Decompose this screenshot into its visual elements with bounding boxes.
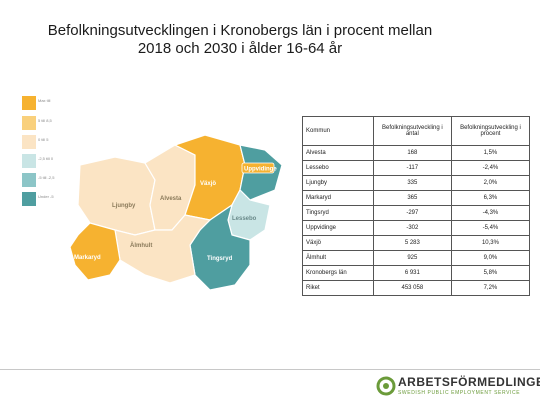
municipality-almhult[interactable] — [114, 214, 212, 284]
cell-count: -117 — [372, 160, 452, 176]
column-header-count: Befolkningsutveckling i antal — [372, 116, 452, 146]
legend-item: 5 till 8,5 — [22, 116, 72, 130]
table-row: Älmhult 925 9,0% — [302, 250, 531, 266]
cell-percent: 1,5% — [450, 145, 531, 161]
table-row: Riket 453 058 7,2% — [302, 280, 531, 296]
table-row: Uppvidinge -302 -5,4% — [302, 220, 531, 236]
map-label: Markaryd — [74, 255, 101, 261]
legend-item: Max till — [22, 96, 72, 110]
cell-percent: 5,8% — [450, 265, 531, 281]
cell-municipality: Alvesta — [302, 145, 374, 161]
cell-percent: -4,3% — [450, 205, 531, 221]
table-row: Kronobergs län 6 931 5,8% — [302, 265, 531, 281]
cell-percent: -2,4% — [450, 160, 531, 176]
legend-swatch — [22, 192, 36, 206]
table-row: Ljungby 335 2,0% — [302, 175, 531, 191]
cell-municipality: Lessebo — [302, 160, 374, 176]
region-map: Ljungby Alvesta Växjö Uppvidinge Lessebo… — [69, 135, 283, 291]
map-label: Uppvidinge — [244, 167, 277, 173]
cell-percent: 9,0% — [450, 250, 531, 266]
cell-count: 925 — [372, 250, 452, 266]
population-table: Kommun Befolkningsutveckling i antal Bef… — [302, 116, 531, 296]
legend-label: 0 till 5 — [38, 137, 49, 142]
legend-label: -2,5 till 0 — [38, 156, 54, 161]
legend-swatch — [22, 154, 36, 168]
cell-municipality: Uppvidinge — [302, 220, 374, 236]
logo-name: ARBETSFÖRMEDLINGEN — [398, 375, 540, 389]
map-label: Alvesta — [160, 196, 182, 202]
municipality-markaryd[interactable] — [69, 222, 121, 281]
cell-count: -302 — [372, 220, 452, 236]
logo-icon — [376, 376, 396, 396]
cell-municipality: Tingsryd — [302, 205, 374, 221]
table-row: Tingsryd -297 -4,3% — [302, 205, 531, 221]
logo-subtitle: SWEDISH PUBLIC EMPLOYMENT SERVICE — [398, 390, 521, 396]
footer-divider — [0, 369, 540, 370]
legend-item: 0 till 5 — [22, 135, 72, 149]
legend-label: -5 till -2,5 — [38, 175, 55, 180]
cell-count: 168 — [372, 145, 452, 161]
legend-item: -5 till -2,5 — [22, 173, 72, 187]
table-body: Alvesta 168 1,5% Lessebo -117 -2,4% Ljungby 335… — [302, 145, 531, 296]
legend-label: Max till — [38, 98, 51, 103]
map-label: Tingsryd — [207, 256, 233, 262]
cell-count: 6 931 — [372, 265, 452, 281]
cell-count: -297 — [372, 205, 452, 221]
legend-swatch — [22, 135, 36, 149]
table-header-row: Kommun Befolkningsutveckling i antal Bef… — [302, 116, 531, 146]
legend-label: Under -5 — [38, 194, 54, 199]
map-label: Ljungby — [112, 203, 136, 209]
column-header-municipality: Kommun — [302, 116, 374, 146]
cell-percent: 6,3% — [450, 190, 531, 206]
map-label: Växjö — [200, 181, 216, 187]
cell-municipality: Kronobergs län — [302, 265, 374, 281]
table-row: Alvesta 168 1,5% — [302, 145, 531, 161]
cell-count: 5 283 — [372, 235, 452, 251]
cell-count: 365 — [372, 190, 452, 206]
arbetsformedlingen-logo: ARBETSFÖRMEDLINGEN SWEDISH PUBLIC EMPLOY… — [376, 374, 540, 400]
cell-municipality: Ljungby — [302, 175, 374, 191]
uppvidinge-label-box — [241, 162, 275, 174]
map-label: Lessebo — [232, 216, 257, 222]
cell-percent: 2,0% — [450, 175, 531, 191]
cell-percent: 10,3% — [450, 235, 531, 251]
table-row: Växjö 5 283 10,3% — [302, 235, 531, 251]
cell-percent: 7,2% — [450, 280, 531, 296]
legend-item: -2,5 till 0 — [22, 154, 72, 168]
cell-percent: -5,4% — [450, 220, 531, 236]
column-header-percent: Befolkningsutveckling i procent — [450, 116, 531, 146]
legend-swatch — [22, 96, 36, 110]
table-row: Markaryd 365 6,3% — [302, 190, 531, 206]
legend-swatch — [22, 116, 36, 130]
cell-municipality: Riket — [302, 280, 374, 296]
cell-count: 335 — [372, 175, 452, 191]
cell-count: 453 058 — [372, 280, 452, 296]
page-title: Befolkningsutvecklingen i Kronobergs län… — [47, 22, 433, 57]
map-label: Älmhult — [130, 242, 152, 249]
cell-municipality: Markaryd — [302, 190, 374, 206]
cell-municipality: Älmhult — [302, 250, 374, 266]
legend-swatch — [22, 173, 36, 187]
legend-label: 5 till 8,5 — [38, 118, 52, 123]
cell-municipality: Växjö — [302, 235, 374, 251]
legend-item: Under -5 — [22, 192, 72, 206]
table-row: Lessebo -117 -2,4% — [302, 160, 531, 176]
